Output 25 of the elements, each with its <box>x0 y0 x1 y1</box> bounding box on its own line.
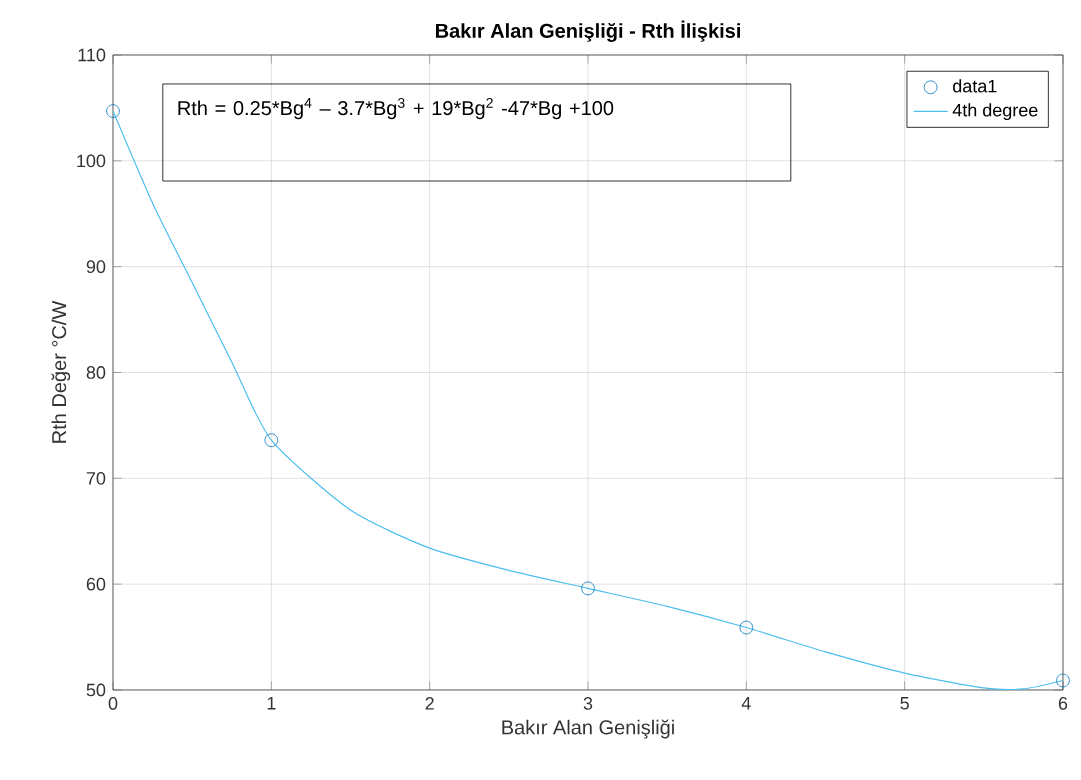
x-tick-label: 0 <box>108 697 118 710</box>
legend-label: 4th degree <box>952 103 1038 121</box>
y-tick-label: 70 <box>86 471 106 485</box>
y-tick-label: 90 <box>86 260 106 274</box>
point <box>264 433 279 448</box>
annotation: Rth = 0.25*Bg$^{4}$ – 3.7*Bg$^{3}$ + 19*Bg$^{2}$ -47*Bg +100 <box>178 97 614 120</box>
x-tick-label: 3 <box>583 697 593 710</box>
y-tick-label: 110 <box>78 48 106 62</box>
x-tick-label: 6 <box>1058 697 1068 710</box>
y-axis-title: Rth Değer °C/W <box>51 300 71 443</box>
point <box>1056 673 1070 688</box>
y-tick-label: 100 <box>77 154 106 168</box>
point <box>581 581 595 596</box>
x-axis-title: Bakır Alan Genişliği <box>502 719 674 739</box>
y-tick-label: 60 <box>86 577 106 591</box>
x-tick-label: 5 <box>900 697 909 710</box>
chart-title: Bakır Alan Genişliği - Rth İlişkisi <box>435 20 740 42</box>
x-tick-label: 4 <box>741 697 751 710</box>
y-tick-label: 80 <box>86 366 106 379</box>
legend-label: data1 <box>953 79 997 93</box>
x-tick-label: 1 <box>267 697 276 710</box>
y-tick-label: 50 <box>86 683 106 697</box>
point <box>739 620 754 635</box>
point <box>106 104 120 118</box>
x-tick-label: 2 <box>425 697 434 710</box>
